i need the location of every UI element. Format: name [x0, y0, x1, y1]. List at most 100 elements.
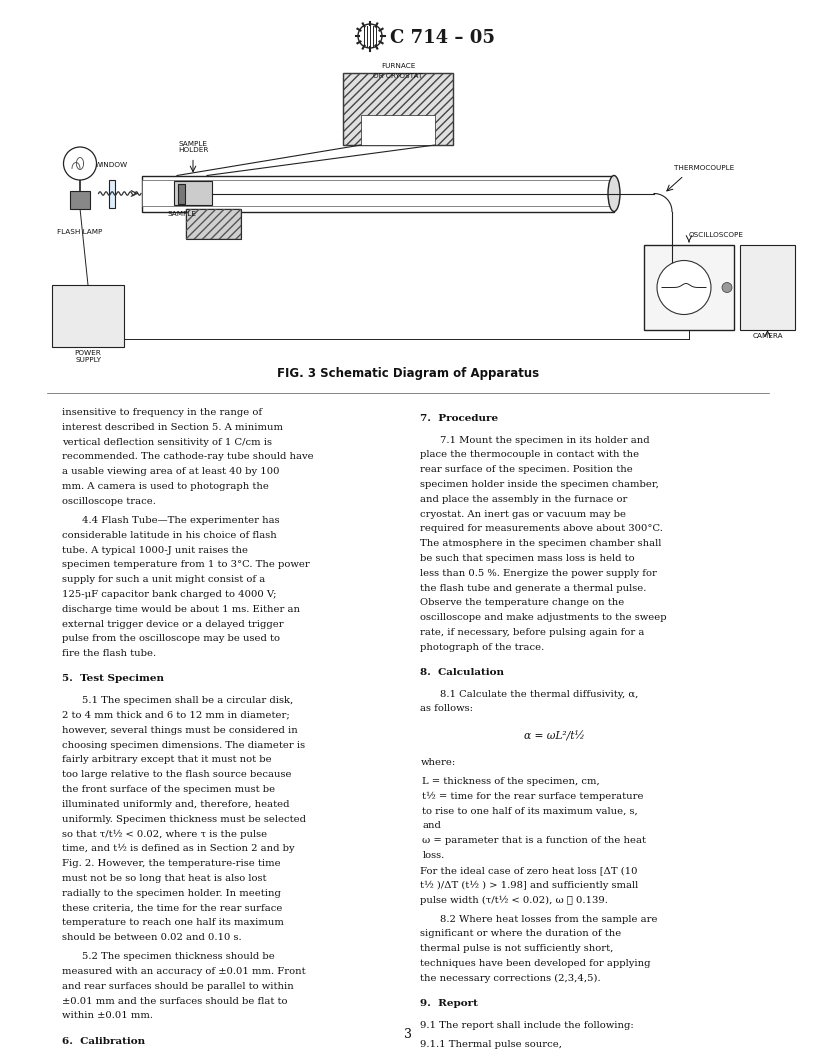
Text: ±0.01 mm and the surfaces should be flat to: ±0.01 mm and the surfaces should be flat…	[62, 997, 287, 1005]
Text: 6.  Calibration: 6. Calibration	[62, 1037, 145, 1045]
Text: too large relative to the flash source because: too large relative to the flash source b…	[62, 770, 291, 779]
Text: must not be so long that heat is also lost: must not be so long that heat is also lo…	[62, 873, 267, 883]
Text: as follows:: as follows:	[420, 704, 473, 714]
Text: techniques have been developed for applying: techniques have been developed for apply…	[420, 959, 651, 968]
Text: measured with an accuracy of ±0.01 mm. Front: measured with an accuracy of ±0.01 mm. F…	[62, 967, 306, 976]
Text: the front surface of the specimen must be: the front surface of the specimen must b…	[62, 785, 275, 794]
Text: The atmosphere in the specimen chamber shall: The atmosphere in the specimen chamber s…	[420, 540, 662, 548]
Text: 125-μF capacitor bank charged to 4000 V;: 125-μF capacitor bank charged to 4000 V;	[62, 590, 277, 599]
Text: fairly arbitrary except that it must not be: fairly arbitrary except that it must not…	[62, 755, 272, 765]
Text: 5.  Test Specimen: 5. Test Specimen	[62, 675, 164, 683]
Text: insensitive to frequency in the range of: insensitive to frequency in the range of	[62, 408, 262, 417]
Text: OSCILLOSCOPE: OSCILLOSCOPE	[689, 232, 744, 238]
Text: tube. A typical 1000-J unit raises the: tube. A typical 1000-J unit raises the	[62, 546, 248, 554]
Text: mm. A camera is used to photograph the: mm. A camera is used to photograph the	[62, 482, 269, 491]
Text: be such that specimen mass loss is held to: be such that specimen mass loss is held …	[420, 554, 635, 563]
Text: photograph of the trace.: photograph of the trace.	[420, 643, 545, 652]
Text: choosing specimen dimensions. The diameter is: choosing specimen dimensions. The diamet…	[62, 740, 305, 750]
Text: external trigger device or a delayed trigger: external trigger device or a delayed tri…	[62, 620, 284, 628]
Text: 7.1 Mount the specimen in its holder and: 7.1 Mount the specimen in its holder and	[441, 436, 650, 445]
Text: 3: 3	[404, 1027, 412, 1040]
Bar	[70, 190, 90, 208]
Text: these criteria, the time for the rear surface: these criteria, the time for the rear su…	[62, 903, 282, 912]
Text: 5.1 The specimen shall be a circular disk,: 5.1 The specimen shall be a circular dis…	[82, 696, 293, 705]
Text: and place the assembly in the furnace or: and place the assembly in the furnace or	[420, 495, 628, 504]
Text: to rise to one half of its maximum value, s,: to rise to one half of its maximum value…	[423, 807, 638, 815]
Circle shape	[64, 147, 96, 180]
Circle shape	[657, 261, 711, 315]
Text: recommended. The cathode-ray tube should have: recommended. The cathode-ray tube should…	[62, 452, 313, 461]
Text: rate, if necessary, before pulsing again for a: rate, if necessary, before pulsing again…	[420, 628, 645, 637]
Text: 8.  Calculation: 8. Calculation	[420, 668, 504, 677]
Text: vertical deflection sensitivity of 1 C/cm is: vertical deflection sensitivity of 1 C/c…	[62, 437, 272, 447]
Bar	[142, 181, 614, 207]
Text: t½ = time for the rear surface temperature: t½ = time for the rear surface temperatu…	[423, 792, 644, 802]
Text: uniformly. Specimen thickness must be selected: uniformly. Specimen thickness must be se…	[62, 814, 306, 824]
Text: Fig. 2. However, the temperature-rise time: Fig. 2. However, the temperature-rise ti…	[62, 859, 281, 868]
Text: and: and	[423, 822, 441, 830]
Text: temperature to reach one half its maximum: temperature to reach one half its maximu…	[62, 918, 284, 927]
Text: interest described in Section 5. A minimum: interest described in Section 5. A minim…	[62, 422, 283, 432]
Bar	[343, 73, 453, 145]
Text: where:: where:	[420, 758, 456, 767]
Text: FIG. 3 Schematic Diagram of Apparatus: FIG. 3 Schematic Diagram of Apparatus	[277, 367, 539, 380]
Text: 7.  Procedure: 7. Procedure	[420, 414, 499, 423]
Text: SAMPLE
HOLDER: SAMPLE HOLDER	[178, 140, 208, 153]
Bar	[142, 175, 614, 211]
Text: 5.2 The specimen thickness should be: 5.2 The specimen thickness should be	[82, 953, 275, 961]
Text: loss.: loss.	[423, 851, 445, 860]
Text: illuminated uniformly and, therefore, heated: illuminated uniformly and, therefore, he…	[62, 799, 290, 809]
Circle shape	[358, 24, 382, 48]
Text: 8.1 Calculate the thermal diffusivity, α,: 8.1 Calculate the thermal diffusivity, α…	[441, 690, 639, 699]
Text: Observe the temperature change on the: Observe the temperature change on the	[420, 599, 625, 607]
Bar	[186, 209, 241, 240]
Bar	[52, 285, 124, 347]
Text: the flash tube and generate a thermal pulse.: the flash tube and generate a thermal pu…	[420, 584, 647, 592]
Text: within ±0.01 mm.: within ±0.01 mm.	[62, 1012, 153, 1020]
Text: THERMOCOUPLE: THERMOCOUPLE	[674, 166, 734, 171]
Text: oscilloscope and make adjustments to the sweep: oscilloscope and make adjustments to the…	[420, 614, 667, 622]
Text: oscilloscope trace.: oscilloscope trace.	[62, 496, 156, 506]
Bar	[174, 182, 212, 206]
Text: ω = parameter that is a function of the heat: ω = parameter that is a function of the …	[423, 836, 646, 845]
Text: FURNACE: FURNACE	[381, 63, 415, 69]
Bar	[361, 115, 435, 145]
Text: 8.2 Where heat losses from the sample are: 8.2 Where heat losses from the sample ar…	[441, 914, 658, 924]
Bar	[740, 245, 795, 329]
Text: pulse width (τ/t½ < 0.02), ω ≅ 0.139.: pulse width (τ/t½ < 0.02), ω ≅ 0.139.	[420, 895, 609, 905]
Text: time, and t½ is defined as in Section 2 and by: time, and t½ is defined as in Section 2 …	[62, 844, 295, 853]
Bar	[343, 73, 453, 145]
Text: required for measurements above about 300°C.: required for measurements above about 30…	[420, 525, 663, 533]
Bar	[178, 184, 185, 204]
Text: fire the flash tube.: fire the flash tube.	[62, 649, 156, 658]
Text: a usable viewing area of at least 40 by 100: a usable viewing area of at least 40 by …	[62, 467, 280, 476]
Bar	[186, 209, 241, 240]
Bar	[644, 245, 734, 329]
Text: 9.1 The report shall include the following:: 9.1 The report shall include the followi…	[420, 1021, 634, 1030]
Text: 9.  Report: 9. Report	[420, 999, 478, 1008]
Text: cryostat. An inert gas or vacuum may be: cryostat. An inert gas or vacuum may be	[420, 510, 627, 518]
Text: considerable latitude in his choice of flash: considerable latitude in his choice of f…	[62, 531, 277, 540]
Text: specimen temperature from 1 to 3°C. The power: specimen temperature from 1 to 3°C. The …	[62, 561, 310, 569]
Text: significant or where the duration of the: significant or where the duration of the	[420, 929, 622, 939]
Text: 4.4 Flash Tube—The experimenter has: 4.4 Flash Tube—The experimenter has	[82, 516, 280, 525]
Circle shape	[722, 283, 732, 293]
Text: t½ )/ΔT (t½ ) > 1.98] and sufficiently small: t½ )/ΔT (t½ ) > 1.98] and sufficiently s…	[420, 881, 639, 890]
Text: FLASH LAMP: FLASH LAMP	[57, 228, 103, 234]
Text: however, several things must be considered in: however, several things must be consider…	[62, 725, 298, 735]
Text: the necessary corrections (2,3,4,5).: the necessary corrections (2,3,4,5).	[420, 974, 601, 983]
Text: OR CRYOSTAT: OR CRYOSTAT	[373, 73, 423, 79]
Bar	[109, 180, 114, 207]
Text: POWER
SUPPLY: POWER SUPPLY	[74, 350, 101, 363]
Ellipse shape	[608, 175, 620, 211]
Text: should be between 0.02 and 0.10 s.: should be between 0.02 and 0.10 s.	[62, 932, 242, 942]
Text: 2 to 4 mm thick and 6 to 12 mm in diameter;: 2 to 4 mm thick and 6 to 12 mm in diamet…	[62, 711, 290, 720]
Text: C 714 – 05: C 714 – 05	[390, 29, 495, 48]
Text: α = ωL²/t½: α = ωL²/t½	[524, 731, 584, 741]
Text: supply for such a unit might consist of a: supply for such a unit might consist of …	[62, 576, 265, 584]
Text: radially to the specimen holder. In meeting: radially to the specimen holder. In meet…	[62, 888, 281, 898]
Text: L = thickness of the specimen, cm,: L = thickness of the specimen, cm,	[423, 777, 601, 786]
Text: WINDOW: WINDOW	[95, 162, 128, 168]
Text: specimen holder inside the specimen chamber,: specimen holder inside the specimen cham…	[420, 480, 659, 489]
Text: discharge time would be about 1 ms. Either an: discharge time would be about 1 ms. Eith…	[62, 605, 300, 614]
